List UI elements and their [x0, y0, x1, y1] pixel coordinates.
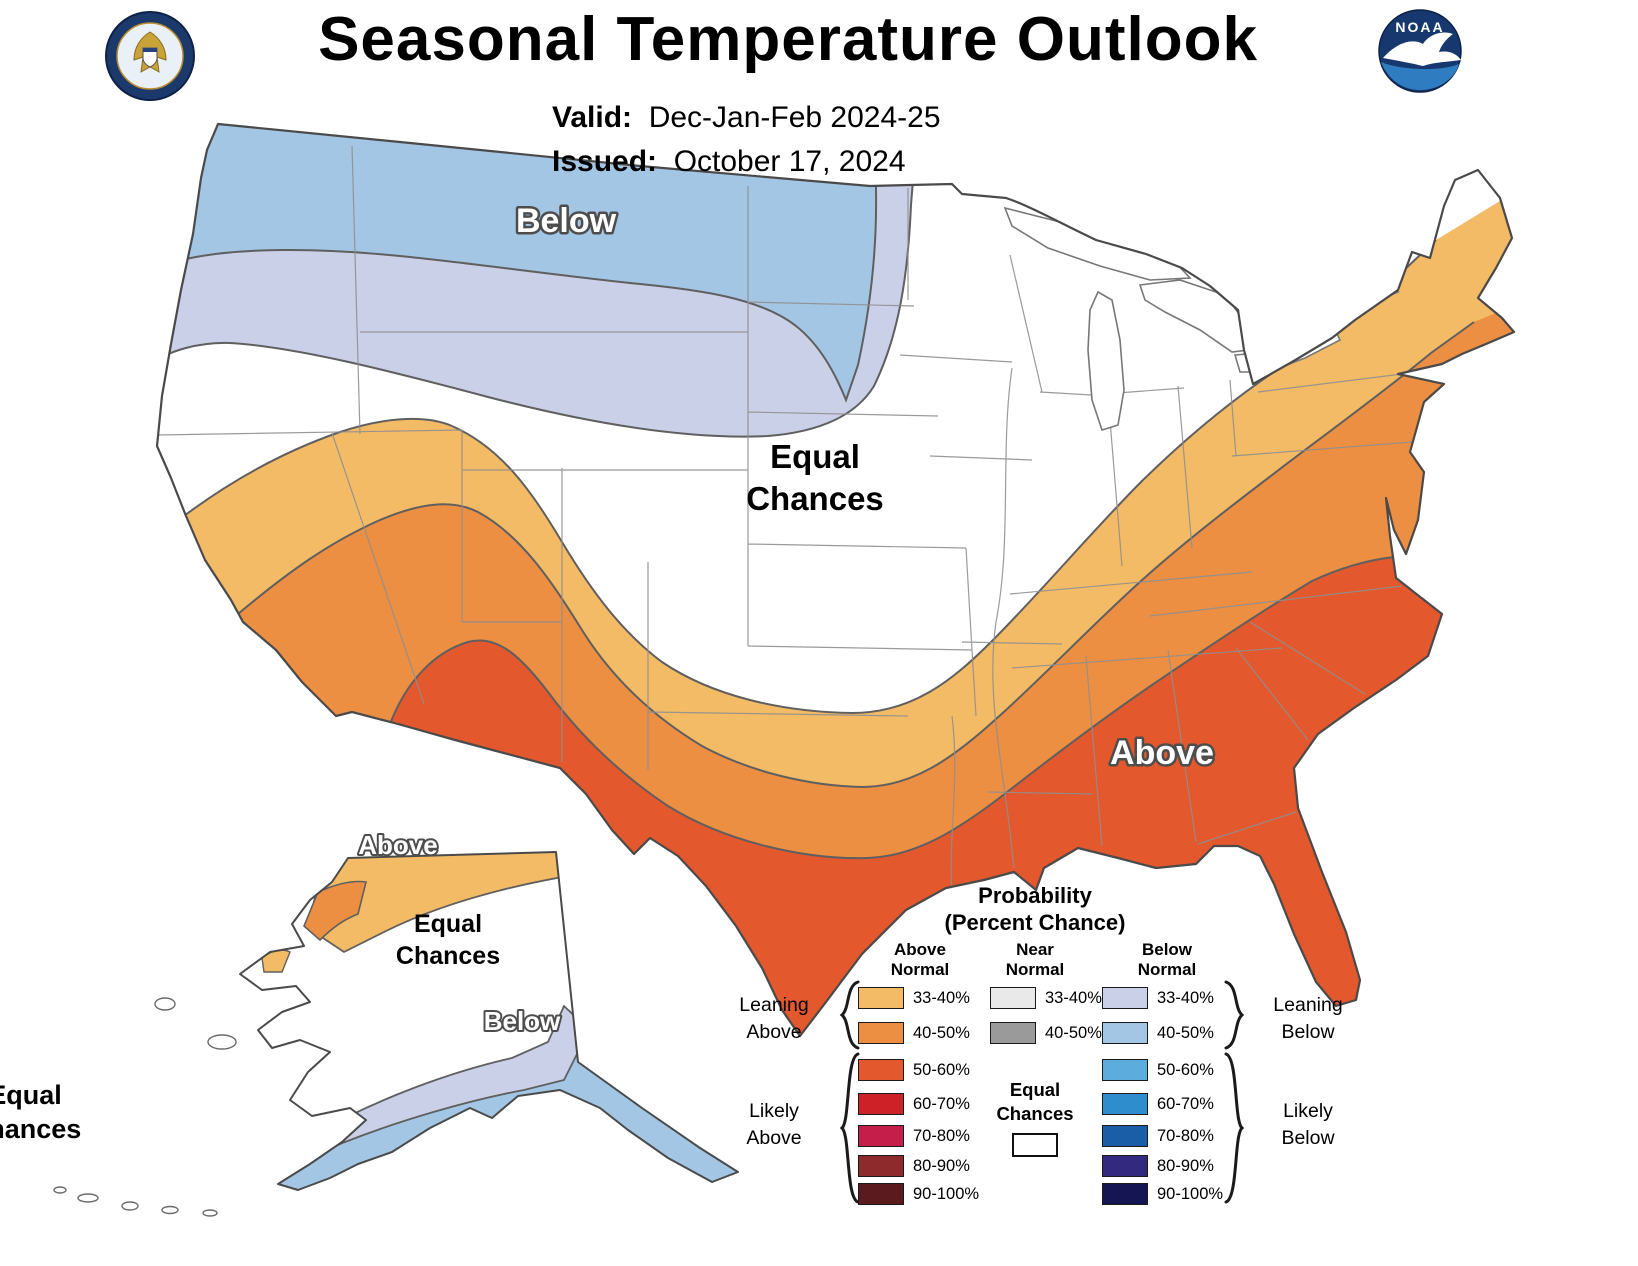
legend-equal-chances: Equal Chances: [972, 1078, 1098, 1157]
legend-group-leaning-above: Leaning Above: [739, 994, 809, 1043]
legend-swatch-equal-chances: [1012, 1133, 1058, 1157]
valid-label: Valid:: [552, 101, 633, 134]
lake-huron: [1138, 279, 1249, 353]
alaska-outline: [239, 851, 739, 1191]
legend-title: Probability (Percent Chance): [900, 882, 1170, 936]
legend-swatch-below-4: [1102, 1093, 1148, 1115]
doc-seal-shield: [142, 47, 158, 68]
label-alaska-below: Below: [484, 1006, 561, 1036]
brace-likely-below: [1224, 1052, 1245, 1204]
legend-row-below-5: 70-80%: [1102, 1124, 1214, 1148]
legend-row-above-6: 80-90%: [858, 1154, 970, 1178]
legend-row-above-3: 50-60%: [858, 1058, 970, 1082]
legend-row-below-7: 90-100%: [1102, 1182, 1223, 1206]
label-conus-equal-1: Equal: [770, 438, 860, 475]
valid-line: Valid: Dec-Jan-Feb 2024-25: [552, 96, 941, 140]
doc-seal: [105, 11, 195, 101]
valid-issued-block: Valid: Dec-Jan-Feb 2024-25 Issued: Octob…: [552, 96, 941, 184]
legend-row-below-6: 80-90%: [1102, 1154, 1214, 1178]
legend-row-below-1: 33-40%: [1102, 986, 1214, 1010]
legend-braces: [839, 980, 1245, 1204]
legend-group-likely-below: Likely Below: [1281, 1100, 1335, 1149]
brace-leaning-above: [839, 980, 860, 1050]
issued-line: Issued: October 17, 2024: [552, 140, 941, 184]
legend-group-leaning-below: Leaning Below: [1273, 994, 1343, 1043]
noaa-logo-wave: [1381, 62, 1459, 90]
legend-swatch-above-6: [858, 1155, 904, 1177]
legend-row-below-4: 60-70%: [1102, 1092, 1214, 1116]
alaska-islands: [53, 997, 237, 1217]
legend-row-near-1: 33-40%: [990, 986, 1102, 1010]
legend-swatch-above-1: [858, 987, 904, 1009]
legend-group-likely-above: Likely Above: [746, 1100, 802, 1149]
legend-row-above-7: 90-100%: [858, 1182, 979, 1206]
legend-swatch-near-2: [990, 1022, 1036, 1044]
issued-label: Issued:: [552, 145, 658, 178]
legend-swatch-below-2: [1102, 1022, 1148, 1044]
legend-swatch-above-4: [858, 1093, 904, 1115]
noaa-logo: NOAA: [1378, 9, 1462, 93]
legend-swatch-below-1: [1102, 987, 1148, 1009]
legend-header-below: Below Normal: [1137, 940, 1197, 979]
label-alaska-above: Above: [358, 830, 437, 860]
valid-value: Dec-Jan-Feb 2024-25: [648, 101, 941, 134]
alaska-map: Above Equal Chances Below: [53, 828, 739, 1217]
legend-row-above-2: 40-50%: [858, 1021, 970, 1045]
legend-row-near-2: 40-50%: [990, 1021, 1102, 1045]
state-borders: [157, 145, 1413, 891]
legend-row-below-3: 50-60%: [1102, 1058, 1214, 1082]
label-conus-equal-2: Chances: [746, 480, 884, 517]
page-title: Seasonal Temperature Outlook: [318, 5, 1258, 74]
label-alaska-equal-1: Equal: [414, 910, 482, 938]
band-boundaries: [157, 178, 1475, 860]
brace-leaning-below: [1224, 980, 1245, 1050]
label-aleutians-equal-2: Chances: [0, 1114, 81, 1144]
brace-likely-above: [839, 1052, 860, 1204]
noaa-logo-text: NOAA: [1395, 19, 1444, 35]
lake-michigan: [1087, 290, 1125, 431]
legend-header-near: Near Normal: [1005, 940, 1065, 979]
issued-value: October 17, 2024: [673, 145, 906, 178]
conus-outline: [155, 122, 1516, 1038]
legend-title-line2: (Percent Chance): [944, 910, 1126, 935]
legend-swatch-near-1: [990, 987, 1036, 1009]
legend-title-line1: Probability: [978, 883, 1092, 908]
label-aleutians-equal-1: Equal: [0, 1080, 62, 1110]
legend-row-above-4: 60-70%: [858, 1092, 970, 1116]
label-conus-below: Below: [516, 202, 617, 240]
legend-swatch-below-5: [1102, 1125, 1148, 1147]
ak-band-above-40-50-west: [303, 880, 367, 942]
legend-row-above-1: 33-40%: [858, 986, 970, 1010]
label-alaska-equal-2: Chances: [396, 942, 500, 970]
legend-swatch-above-7: [858, 1183, 904, 1205]
legend-swatch-below-3: [1102, 1059, 1148, 1081]
legend-swatch-below-7: [1102, 1183, 1148, 1205]
legend-swatch-above-2: [858, 1022, 904, 1044]
legend-swatch-below-6: [1102, 1155, 1148, 1177]
legend-swatch-above-5: [858, 1125, 904, 1147]
label-conus-above: Above: [1110, 734, 1214, 772]
legend-swatch-above-3: [858, 1059, 904, 1081]
legend-row-below-2: 40-50%: [1102, 1021, 1214, 1045]
legend-header-above: Above Normal: [890, 940, 950, 979]
noaa-logo-gull: [1383, 32, 1461, 66]
legend-row-above-5: 70-80%: [858, 1124, 970, 1148]
